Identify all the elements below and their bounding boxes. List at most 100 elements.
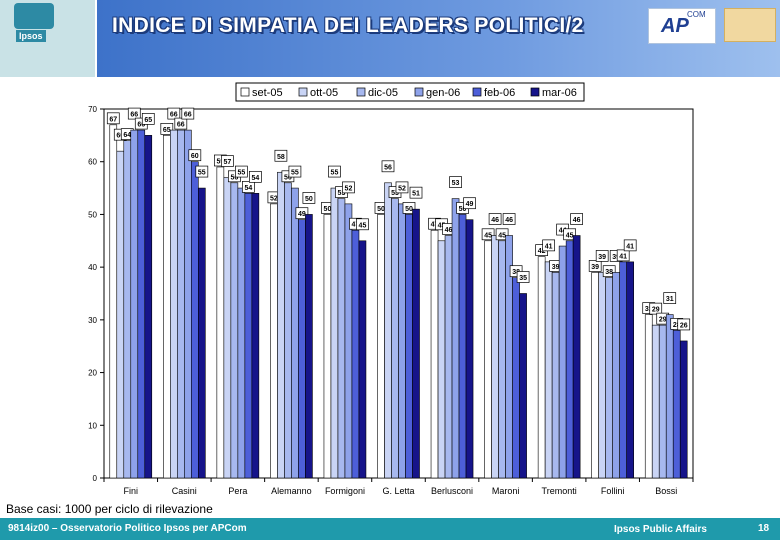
- data-label: 45: [498, 232, 506, 239]
- data-label-box: [395, 181, 409, 194]
- data-label: 49: [466, 201, 474, 208]
- bar: [237, 187, 246, 479]
- data-label-box: [195, 165, 209, 178]
- data-label: 52: [398, 185, 406, 192]
- data-label: 65: [144, 117, 152, 124]
- bar: [537, 256, 546, 479]
- data-label: 47: [352, 222, 360, 229]
- legend-swatch: [298, 87, 308, 97]
- bar: [391, 198, 399, 479]
- bar: [612, 272, 620, 479]
- data-label: 31: [645, 306, 653, 313]
- apcom-logo-text: AP: [661, 15, 689, 37]
- bar: [130, 129, 139, 479]
- bar: [377, 214, 385, 479]
- legend-label: gen-06: [426, 87, 460, 99]
- bar: [270, 203, 278, 479]
- data-label-box: [502, 213, 516, 225]
- bar: [512, 277, 520, 479]
- data-label: 50: [324, 206, 332, 213]
- data-label: 39: [591, 264, 599, 271]
- data-label: 39: [598, 254, 606, 261]
- data-label: 52: [345, 185, 353, 192]
- data-label-box: [181, 107, 195, 120]
- bar: [458, 214, 467, 479]
- data-label-box: [274, 149, 288, 162]
- legend-label: mar-06: [542, 87, 577, 99]
- data-label: 66: [177, 122, 185, 129]
- bar: [591, 272, 599, 479]
- data-label-box: [356, 218, 369, 231]
- data-label: 39: [612, 254, 620, 261]
- data-label: 35: [519, 275, 527, 282]
- bar: [116, 150, 125, 479]
- bar: [163, 135, 171, 479]
- x-tick-label: Tremonti: [542, 486, 577, 496]
- footer-company: Ipsos Public Affairs: [614, 524, 707, 535]
- data-label-box: [106, 112, 120, 125]
- legend-label: set-05: [252, 87, 283, 99]
- y-tick-label: 0: [93, 474, 98, 483]
- bar: [619, 261, 627, 479]
- x-tick-label: Follini: [601, 486, 625, 496]
- bar: [679, 340, 688, 479]
- data-label: 53: [391, 190, 399, 197]
- data-label-box: [616, 249, 630, 262]
- data-label-box: [602, 265, 616, 278]
- data-label: 56: [384, 164, 392, 171]
- data-label: 46: [445, 227, 453, 234]
- data-label: 39: [552, 264, 560, 271]
- data-label-box: [249, 170, 262, 183]
- bar: [498, 240, 506, 479]
- data-label-box: [288, 165, 302, 178]
- data-label: 50: [377, 206, 385, 213]
- legend-swatch: [530, 87, 540, 97]
- x-tick-label: Pera: [228, 486, 247, 496]
- bar: [644, 314, 653, 479]
- y-tick-label: 70: [88, 105, 97, 114]
- bar: [230, 182, 239, 479]
- bar: [405, 214, 413, 479]
- bar: [665, 314, 674, 479]
- bar: [444, 235, 453, 479]
- data-label-box: [595, 250, 609, 262]
- data-label: 56: [230, 174, 238, 181]
- y-tick-label: 20: [88, 369, 97, 378]
- ipsos-logo-mark-icon: [14, 3, 54, 29]
- bar: [109, 124, 118, 479]
- data-label-box: [649, 302, 663, 315]
- bar: [672, 330, 681, 479]
- footer-bar: 9814iz00 – Osservatorio Politico Ipsos p…: [0, 518, 780, 540]
- data-label: 26: [680, 322, 688, 329]
- data-label-box: [516, 271, 530, 283]
- bar: [598, 272, 606, 479]
- bar: [437, 240, 446, 479]
- bar: [384, 182, 392, 479]
- data-label-box: [563, 228, 576, 241]
- bar: [544, 261, 553, 479]
- page-title: INDICE DI SIMPATIA DEI LEADERS POLITICI/…: [112, 14, 584, 37]
- data-label-box: [677, 318, 691, 331]
- data-label-box: [141, 113, 155, 125]
- bar: [572, 235, 581, 479]
- bar: [244, 193, 253, 479]
- data-label: 46: [573, 217, 581, 224]
- data-label: 31: [666, 296, 674, 303]
- data-label: 66: [170, 112, 178, 119]
- bar: [565, 240, 574, 479]
- data-label-box: [570, 213, 583, 225]
- x-tick-label: Casini: [172, 486, 197, 496]
- data-label-box: [542, 239, 555, 252]
- bar: [626, 261, 634, 479]
- data-label: 44: [559, 228, 567, 235]
- data-label-box: [481, 228, 495, 241]
- data-label-box: [588, 260, 602, 272]
- y-tick-label: 30: [88, 316, 97, 325]
- y-tick-label: 50: [88, 210, 97, 219]
- data-label: 51: [412, 191, 420, 198]
- data-label: 67: [109, 116, 117, 123]
- data-label: 54: [244, 185, 252, 192]
- bar: [298, 219, 306, 479]
- bar: [216, 166, 225, 479]
- bar: [412, 208, 420, 479]
